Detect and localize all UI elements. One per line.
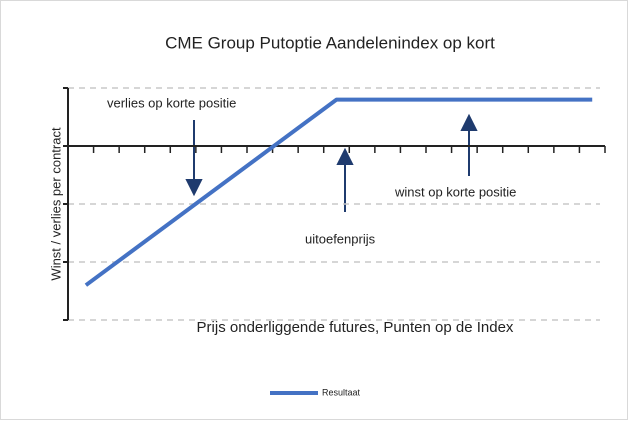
chart-border: [0, 0, 628, 420]
annotation: uitoefenprijs: [305, 231, 376, 246]
x-axis-label: Prijs onderliggende futures, Punten op d…: [197, 319, 514, 336]
arrow-head: [460, 113, 478, 131]
legend-label: Resultaat: [322, 387, 361, 397]
chart-title: CME Group Putoptie Aandelenindex op kort: [165, 33, 495, 52]
arrow-head: [185, 179, 203, 197]
arrow-head: [336, 147, 354, 165]
annotation: winst op korte positie: [394, 184, 516, 199]
line: [84, 97, 593, 287]
annotation: verlies op korte positie: [107, 95, 236, 110]
y-axis-label: Winst / verlies per contract: [48, 127, 63, 281]
